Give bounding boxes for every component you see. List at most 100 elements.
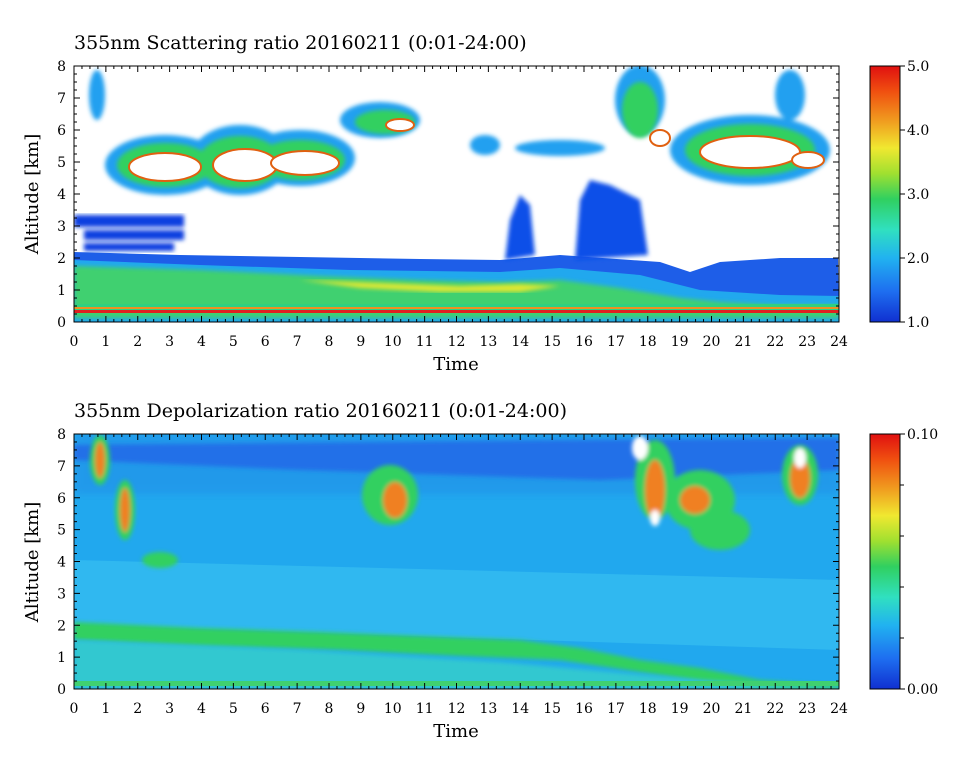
y-tick-label: 7 — [57, 91, 66, 107]
x-tick-label: 3 — [165, 701, 174, 717]
x-tick-label: 19 — [671, 701, 689, 717]
x-tick-label: 11 — [416, 701, 434, 717]
x-tick-label: 0 — [70, 334, 79, 350]
scattering-ratio-colorbar: 1.0 2.0 3.0 4.0 5.0 — [869, 59, 929, 331]
depol-boundary-green — [74, 622, 839, 689]
aerosol-plumes — [505, 180, 648, 260]
y-tick-label: 4 — [57, 187, 66, 203]
x-tick-label: 12 — [448, 701, 466, 717]
x-tick-label: 18 — [639, 701, 657, 717]
x-tick-label: 15 — [543, 334, 561, 350]
x-tick-label: 5 — [229, 701, 238, 717]
surface-line-orange — [74, 307, 839, 309]
x-tick-label: 7 — [293, 701, 302, 717]
x-tick-label: 22 — [766, 334, 784, 350]
colorbar-tick-label: 0.10 — [907, 427, 938, 443]
y-tick-label: 1 — [57, 650, 66, 666]
x-tick-label: 24 — [830, 701, 848, 717]
depolarization-ratio-axes: 0 1 2 3 4 5 6 7 8 9 10 11 12 13 14 15 16 17 18 19 20 21 22 23 24… — [57, 427, 848, 717]
depol-ice-clouds — [90, 435, 818, 568]
x-tick-label: 13 — [479, 701, 497, 717]
colorbar-tick-label: 5.0 — [907, 59, 929, 75]
y-tick-label: 5 — [57, 523, 66, 539]
x-tick-label: 14 — [511, 701, 529, 717]
scattering-ratio-axes: 0 1 2 3 4 5 6 7 8 9 10 11 12 13 14 15 16 17 18 19 20 21 22 23 24… — [57, 59, 848, 350]
depolarization-ratio-ylabel: Altitude [km] — [22, 502, 43, 624]
y-tick-label: 4 — [57, 555, 66, 571]
x-tick-label: 1 — [101, 334, 110, 350]
depolarization-ratio-xlabel: Time — [433, 721, 478, 742]
x-tick-label: 18 — [639, 334, 657, 350]
x-tick-label: 6 — [261, 334, 270, 350]
scattering-ratio-plot-area — [74, 66, 839, 322]
x-tick-label: 20 — [703, 701, 721, 717]
low-aerosol-left — [74, 215, 184, 251]
x-tick-label: 6 — [261, 701, 270, 717]
y-tick-label: 8 — [57, 59, 66, 75]
x-tick-label: 11 — [416, 334, 434, 350]
y-tick-label: 2 — [57, 618, 66, 634]
surface-line-red — [74, 310, 839, 313]
depolarization-ratio-colorbar: 0.00 0.10 — [869, 427, 938, 698]
y-tick-label: 8 — [57, 427, 66, 443]
x-tick-label: 16 — [575, 701, 593, 717]
mid-cloud-core — [128, 118, 825, 182]
x-tick-label: 15 — [543, 701, 561, 717]
x-tick-label: 17 — [607, 334, 625, 350]
scattering-ratio-ylabel: Altitude [km] — [22, 134, 43, 256]
x-tick-label: 17 — [607, 701, 625, 717]
x-tick-label: 23 — [798, 701, 816, 717]
depolarization-ratio-title: 355nm Depolarization ratio 20160211 (0:0… — [74, 400, 567, 422]
x-tick-label: 4 — [197, 701, 206, 717]
x-tick-label: 14 — [511, 334, 529, 350]
boundary-layer-core — [300, 280, 560, 292]
x-tick-label: 5 — [229, 334, 238, 350]
scattering-ratio-xlabel: Time — [433, 354, 478, 375]
colorbar-tick-label: 4.0 — [907, 123, 929, 139]
y-tick-label: 1 — [57, 283, 66, 299]
x-tick-label: 22 — [766, 701, 784, 717]
y-tick-label: 3 — [57, 586, 66, 602]
depolarization-ratio-plot-area — [74, 434, 839, 689]
x-tick-label: 0 — [70, 701, 79, 717]
x-tick-label: 23 — [798, 334, 816, 350]
x-tick-label: 9 — [356, 334, 365, 350]
x-tick-label: 2 — [133, 701, 142, 717]
y-tick-label: 5 — [57, 155, 66, 171]
x-tick-label: 21 — [734, 701, 752, 717]
colorbar-tick-label: 3.0 — [907, 187, 929, 203]
colorbar-tick-label: 1.0 — [907, 315, 929, 331]
depol-upper-band — [74, 560, 839, 650]
x-tick-label: 24 — [830, 334, 848, 350]
y-tick-label: 6 — [57, 123, 66, 139]
x-tick-label: 2 — [133, 334, 142, 350]
x-tick-label: 13 — [479, 334, 497, 350]
y-tick-label: 6 — [57, 491, 66, 507]
y-tick-label: 3 — [57, 219, 66, 235]
x-tick-label: 20 — [703, 334, 721, 350]
x-tick-label: 3 — [165, 334, 174, 350]
depol-boundary-inner — [74, 640, 839, 689]
x-tick-label: 10 — [384, 334, 402, 350]
colorbar-tick-label: 2.0 — [907, 251, 929, 267]
x-tick-label: 4 — [197, 334, 206, 350]
colorbar-tick-label: 0.00 — [907, 682, 938, 698]
x-tick-label: 19 — [671, 334, 689, 350]
x-tick-label: 12 — [448, 334, 466, 350]
x-tick-label: 16 — [575, 334, 593, 350]
x-tick-label: 7 — [293, 334, 302, 350]
x-tick-label: 9 — [356, 701, 365, 717]
y-tick-label: 0 — [57, 682, 66, 698]
x-tick-label: 1 — [101, 701, 110, 717]
x-tick-label: 8 — [325, 701, 334, 717]
scattering-ratio-title: 355nm Scattering ratio 20160211 (0:01-24… — [74, 32, 527, 54]
y-tick-label: 0 — [57, 315, 66, 331]
x-tick-label: 10 — [384, 701, 402, 717]
scattering-ratio-panel: 355nm Scattering ratio 20160211 (0:01-24… — [22, 32, 929, 375]
x-tick-label: 21 — [734, 334, 752, 350]
depolarization-ratio-panel: 355nm Depolarization ratio 20160211 (0:0… — [22, 400, 938, 742]
y-tick-label: 7 — [57, 459, 66, 475]
x-tick-label: 8 — [325, 334, 334, 350]
y-tick-label: 2 — [57, 251, 66, 267]
